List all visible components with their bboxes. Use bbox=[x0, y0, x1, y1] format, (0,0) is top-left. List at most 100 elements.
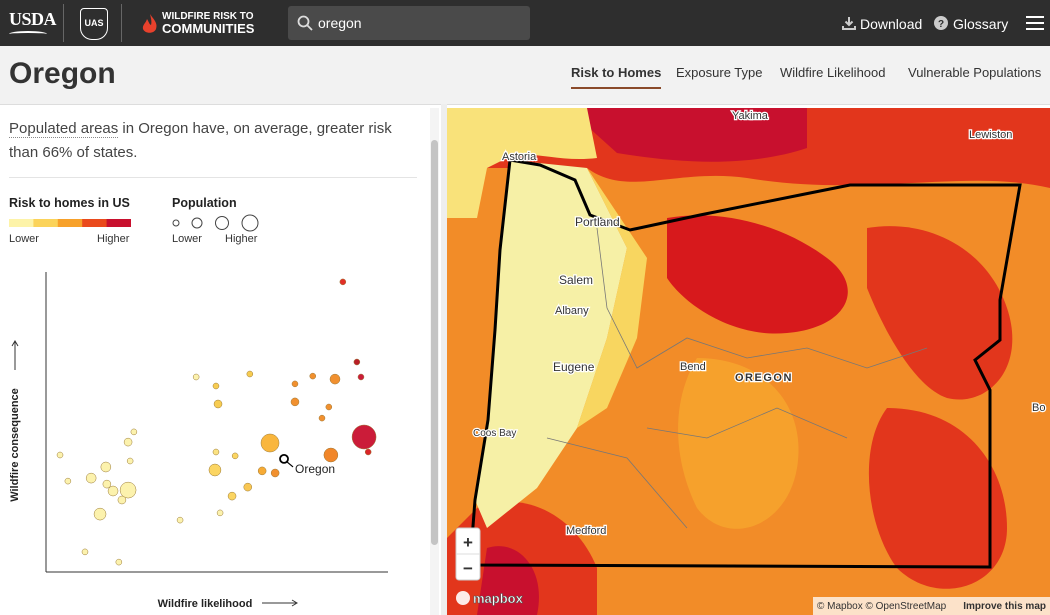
point bbox=[213, 399, 223, 409]
risk-zone-moderate bbox=[577, 168, 647, 428]
menu-icon[interactable] bbox=[1026, 15, 1044, 31]
point bbox=[351, 424, 377, 450]
point bbox=[260, 433, 280, 453]
map-label: Eugene bbox=[553, 360, 595, 374]
legend-circle bbox=[215, 216, 229, 230]
point bbox=[176, 516, 184, 524]
population-legend-low: Lower bbox=[172, 233, 202, 245]
point bbox=[192, 373, 200, 381]
point bbox=[93, 507, 107, 521]
point bbox=[364, 448, 372, 456]
usda-swoosh bbox=[9, 31, 47, 37]
map-label: Salem bbox=[559, 273, 593, 287]
point bbox=[309, 372, 317, 380]
zoom-in-button[interactable]: + bbox=[463, 533, 473, 552]
point bbox=[123, 437, 133, 447]
divider bbox=[121, 4, 122, 42]
point bbox=[318, 414, 326, 422]
population-legend-title: Population bbox=[172, 196, 237, 210]
risk-swatch bbox=[82, 219, 108, 227]
point bbox=[243, 482, 253, 492]
scrollbar-thumb[interactable] bbox=[431, 140, 438, 545]
risk-zone-very-high bbox=[667, 215, 848, 334]
brand[interactable]: WILDFIRE RISK TO COMMUNITIES bbox=[162, 11, 255, 36]
search-value: oregon bbox=[318, 15, 362, 31]
risk-zone-moderate bbox=[678, 358, 799, 529]
tab-active[interactable]: Risk to Homes bbox=[571, 65, 662, 89]
county-lines bbox=[546, 227, 928, 529]
flame-icon bbox=[142, 14, 157, 33]
search-box[interactable]: oregon bbox=[288, 6, 530, 40]
point bbox=[208, 463, 222, 477]
legend-circle bbox=[191, 217, 203, 229]
population-legend-high: Higher bbox=[225, 233, 258, 245]
annotation: Oregon bbox=[295, 462, 335, 476]
point bbox=[216, 509, 224, 517]
point bbox=[290, 397, 300, 407]
svg-text:?: ? bbox=[938, 19, 944, 30]
map-label: Bo bbox=[1032, 402, 1045, 414]
point bbox=[119, 481, 137, 499]
point bbox=[231, 452, 239, 460]
usda-logo[interactable]: USDA bbox=[9, 9, 57, 29]
point bbox=[227, 491, 237, 501]
zoom-out-button[interactable]: − bbox=[463, 559, 473, 578]
improve-map-link[interactable]: Improve this map bbox=[963, 601, 1046, 612]
point bbox=[257, 466, 267, 476]
point bbox=[107, 485, 119, 497]
map-label: Medford bbox=[566, 525, 606, 537]
brand-line: WILDFIRE RISK TO bbox=[162, 11, 254, 22]
page-title: Oregon bbox=[9, 57, 116, 90]
tab[interactable]: Vulnerable Populations bbox=[908, 65, 1042, 80]
point bbox=[64, 477, 72, 485]
risk-zone-very-high bbox=[567, 108, 807, 162]
scatter-chart: Wildfire likelihood Wildfire consequence… bbox=[9, 272, 388, 610]
legend-circle bbox=[241, 214, 259, 232]
x-axis-arrow bbox=[262, 599, 298, 607]
mapbox-icon bbox=[456, 591, 470, 605]
download-button[interactable]: Download bbox=[860, 16, 923, 32]
map-label: Coos Bay bbox=[473, 428, 516, 439]
map[interactable]: Yakima Lewiston Astoria Portland Salem A… bbox=[447, 108, 1050, 615]
divider bbox=[9, 177, 417, 178]
point bbox=[117, 495, 127, 505]
point bbox=[56, 451, 64, 459]
map-label: Portland bbox=[575, 215, 620, 229]
risk-legend-bar bbox=[9, 219, 131, 227]
risk-legend-low: Lower bbox=[9, 233, 39, 245]
map-labels: Yakima Lewiston Astoria Portland Salem A… bbox=[472, 109, 1047, 539]
glossary-button[interactable]: Glossary bbox=[953, 16, 1009, 32]
point bbox=[323, 447, 339, 463]
risk-legend-high: Higher bbox=[97, 233, 130, 245]
attribution[interactable]: © Mapbox © OpenStreetMap bbox=[817, 601, 947, 612]
risk-legend-title: Risk to homes in US bbox=[9, 196, 130, 210]
risk-zone-high bbox=[868, 408, 1007, 589]
brand-line: COMMUNITIES bbox=[162, 21, 255, 36]
title-bar: Oregon Risk to Homes Exposure Type Wildf… bbox=[0, 46, 1050, 105]
mapbox-logo[interactable]: mapbox bbox=[473, 591, 524, 607]
forest-service-badge[interactable]: UAS bbox=[80, 8, 108, 40]
divider bbox=[63, 4, 64, 42]
point bbox=[339, 278, 347, 286]
point bbox=[126, 457, 134, 465]
map-label: Astoria bbox=[502, 151, 537, 163]
risk-swatch bbox=[9, 219, 34, 227]
risk-zone-low bbox=[475, 160, 627, 528]
top-bar: USDA UAS WILDFIRE RISK TO COMMUNITIES or… bbox=[0, 0, 1050, 46]
search-icon bbox=[297, 15, 313, 31]
point bbox=[291, 380, 299, 388]
map-label: Bend bbox=[680, 361, 706, 373]
risk-zone-low bbox=[447, 108, 597, 218]
summary-link[interactable]: Populated areas bbox=[9, 120, 119, 138]
tab[interactable]: Wildfire Likelihood bbox=[780, 65, 886, 80]
map-label: Albany bbox=[555, 305, 589, 317]
point bbox=[212, 382, 220, 390]
point bbox=[212, 448, 220, 456]
point bbox=[270, 468, 280, 478]
risk-swatch bbox=[33, 219, 59, 227]
tab[interactable]: Exposure Type bbox=[676, 65, 763, 80]
highlight-point bbox=[279, 453, 289, 464]
legend-circle bbox=[172, 219, 180, 227]
